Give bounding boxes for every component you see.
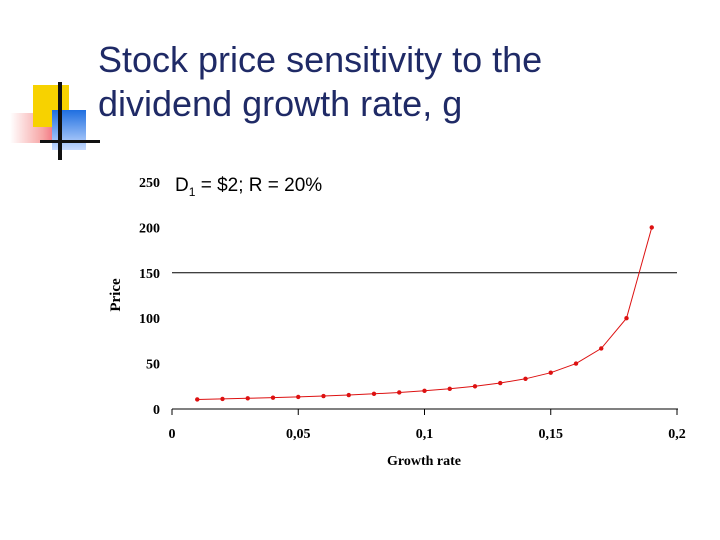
data-point — [371, 391, 377, 397]
x-tick-label: 0 — [169, 427, 176, 442]
slide-title-line1: Stock price sensitivity to the — [98, 39, 543, 80]
x-tick-label: 0,2 — [668, 427, 686, 442]
data-point — [270, 395, 276, 400]
y-tick-label: 200 — [139, 221, 160, 236]
data-point — [624, 316, 629, 321]
annotation-d: D — [175, 175, 189, 196]
chart-annotation: D1 = $2; R = 20% — [175, 175, 322, 199]
y-tick-labels: 0 50 100 150 200 250 — [139, 176, 160, 418]
y-tick-label: 50 — [146, 358, 160, 373]
data-point — [397, 390, 402, 395]
data-point — [296, 394, 301, 400]
data-point — [245, 396, 250, 401]
annotation-rest: = $2; R = 20% — [195, 175, 322, 196]
series-line — [197, 227, 653, 400]
data-point — [447, 386, 452, 392]
y-tick-label: 0 — [153, 403, 160, 418]
y-tick-label: 250 — [139, 176, 160, 191]
data-point — [573, 361, 579, 366]
data-point — [599, 346, 604, 351]
x-tick-label: 0,05 — [286, 427, 311, 442]
data-point — [422, 388, 427, 394]
annotation-subscript: 1 — [189, 185, 196, 199]
data-point — [472, 384, 478, 389]
x-tick-label: 0,1 — [416, 427, 434, 442]
y-tick-label: 150 — [139, 267, 160, 282]
data-point — [523, 376, 528, 381]
slide-title-line2: dividend growth rate, g — [98, 83, 463, 124]
x-axis-label: Growth rate — [387, 454, 461, 469]
data-point — [548, 370, 553, 375]
data-points — [195, 225, 654, 402]
y-axis-label: Price — [108, 278, 124, 312]
data-point — [346, 392, 351, 398]
data-point — [321, 393, 326, 399]
x-tick-labels: 0 0,05 0,1 0,15 0,2 — [169, 427, 686, 442]
decor-horizontal-line — [40, 140, 100, 143]
data-point — [498, 380, 503, 386]
y-tick-label: 100 — [139, 312, 160, 327]
decor-blue-square — [52, 110, 86, 150]
x-tick-marks — [171, 409, 678, 415]
data-point — [220, 396, 225, 402]
x-tick-label: 0,15 — [539, 427, 564, 442]
data-point — [195, 397, 200, 402]
slide-title: Stock price sensitivity to the dividend … — [98, 38, 698, 126]
decor-vertical-line — [58, 82, 62, 160]
data-point — [649, 225, 654, 230]
